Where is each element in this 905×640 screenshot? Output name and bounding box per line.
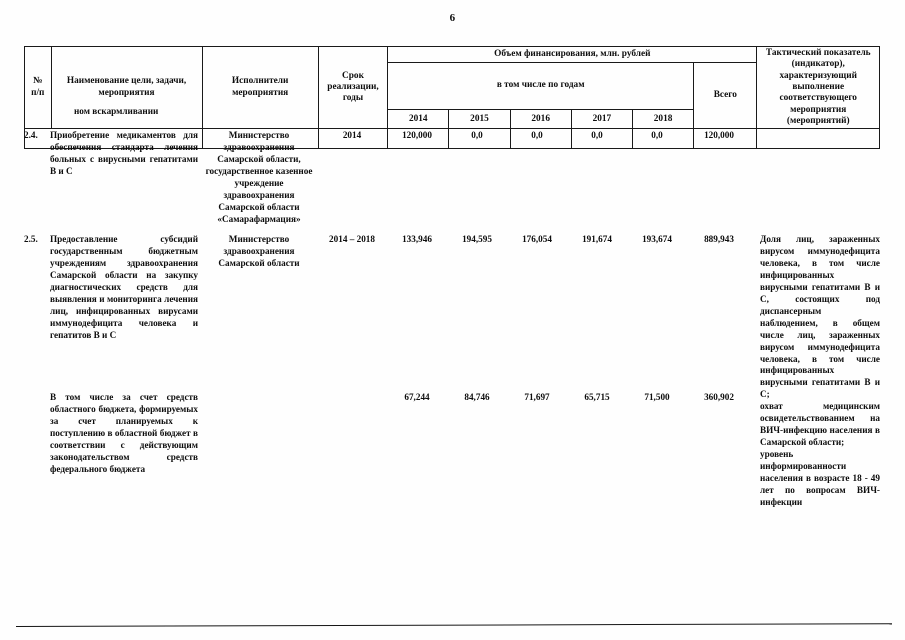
table-header: № п/п Наименование цели, задачи, меропри… xyxy=(24,45,880,150)
header-cell-year-2014: 2014 xyxy=(387,109,450,130)
header-term-line1: Срок xyxy=(342,70,364,81)
header-cell-volume: Объем финансирования, млн. рублей xyxy=(387,46,758,63)
row-value-2014: 120,000 xyxy=(402,130,432,140)
header-cell-executor: Исполнители мероприятия xyxy=(201,45,319,130)
row-value-2017: 191,674 xyxy=(582,234,612,244)
header-name-line1: Наименование цели, задачи, xyxy=(66,76,187,87)
row-term: 2014 – 2018 xyxy=(329,234,375,244)
row-value-2016: 176,054 xyxy=(522,234,552,244)
row-value-2015: 0,0 xyxy=(471,130,483,140)
row-value-2016: 71,697 xyxy=(524,392,550,402)
row-value-2015: 194,595 xyxy=(462,234,492,244)
row-total: 120,000 xyxy=(704,130,734,140)
orphan-text: ном вскармливании xyxy=(74,106,159,116)
row-value-2018: 71,500 xyxy=(644,392,670,402)
row-value-2017: 65,715 xyxy=(584,392,610,402)
header-cell-year-2017: 2017 xyxy=(570,109,633,130)
row-value-2014: 133,946 xyxy=(402,234,432,244)
row-value-2016: 0,0 xyxy=(531,130,543,140)
row-value-2015: 84,746 xyxy=(464,392,490,402)
header-cell-indicator: Тактический показатель (индикатор), хара… xyxy=(756,45,880,130)
row-indicator-paragraph: уровень информированности населения в во… xyxy=(760,449,880,507)
row-term: 2014 xyxy=(342,130,362,140)
row-value-2014: 67,244 xyxy=(404,392,430,402)
row-name: В том числе за счет средств областного б… xyxy=(50,392,198,474)
header-name-line2: мероприятия xyxy=(98,87,155,98)
row-executor: Министерство здравоохранения Самарской о… xyxy=(205,130,313,224)
row-indicator: Доля лиц, зараженных вирусом иммунодефиц… xyxy=(760,234,880,509)
header-indicator-line1: Тактический показатель (индикатор), xyxy=(765,48,871,70)
header-executor-line2: мероприятия xyxy=(232,87,289,98)
row-indicator-paragraph: Доля лиц, зараженных вирусом иммунодефиц… xyxy=(760,234,880,400)
header-cell-term: Срок реализации, годы xyxy=(317,45,389,130)
header-indicator-line2: характеризующий выполнение xyxy=(779,70,857,92)
row-name: Предоставление субсидий государственным … xyxy=(50,234,198,340)
header-indicator-line3: соответствующего мероприятия xyxy=(779,93,857,115)
header-indicator-line4: (мероприятий) xyxy=(786,115,850,126)
row-value-2017: 0,0 xyxy=(591,130,603,140)
row-value-2018: 193,674 xyxy=(642,234,672,244)
row-executor: Министерство здравоохранения Самарской о… xyxy=(218,234,300,268)
header-cell-by-years: в том числе по годам xyxy=(387,61,695,111)
header-cell-number: № п/п xyxy=(24,45,52,130)
header-cell-year-2015: 2015 xyxy=(448,109,511,130)
row-value-2018: 0,0 xyxy=(651,130,663,140)
header-cell-year-2016: 2016 xyxy=(509,109,572,130)
header-number-line2: п/п xyxy=(31,87,45,98)
header-cell-name: Наименование цели, задачи, мероприятия xyxy=(50,45,203,130)
row-indicator-paragraph: охват медицинским освидетельствованием н… xyxy=(760,401,880,448)
header-number-line1: № xyxy=(33,76,43,87)
row-number: 2.4. xyxy=(24,130,38,140)
header-term-line3: годы xyxy=(342,93,364,104)
row-total: 889,943 xyxy=(704,234,734,244)
header-term-line2: реализации, xyxy=(327,81,379,92)
header-executor-line1: Исполнители xyxy=(231,76,289,87)
row-number: 2.5. xyxy=(24,234,38,244)
row-name: Приобретение медикаментов для обеспечени… xyxy=(50,130,198,176)
table-bottom-border xyxy=(15,623,892,627)
header-cell-total: Всего xyxy=(693,61,758,130)
page-number: 6 xyxy=(449,12,456,24)
header-cell-year-2018: 2018 xyxy=(631,109,695,130)
row-total: 360,902 xyxy=(704,392,734,402)
